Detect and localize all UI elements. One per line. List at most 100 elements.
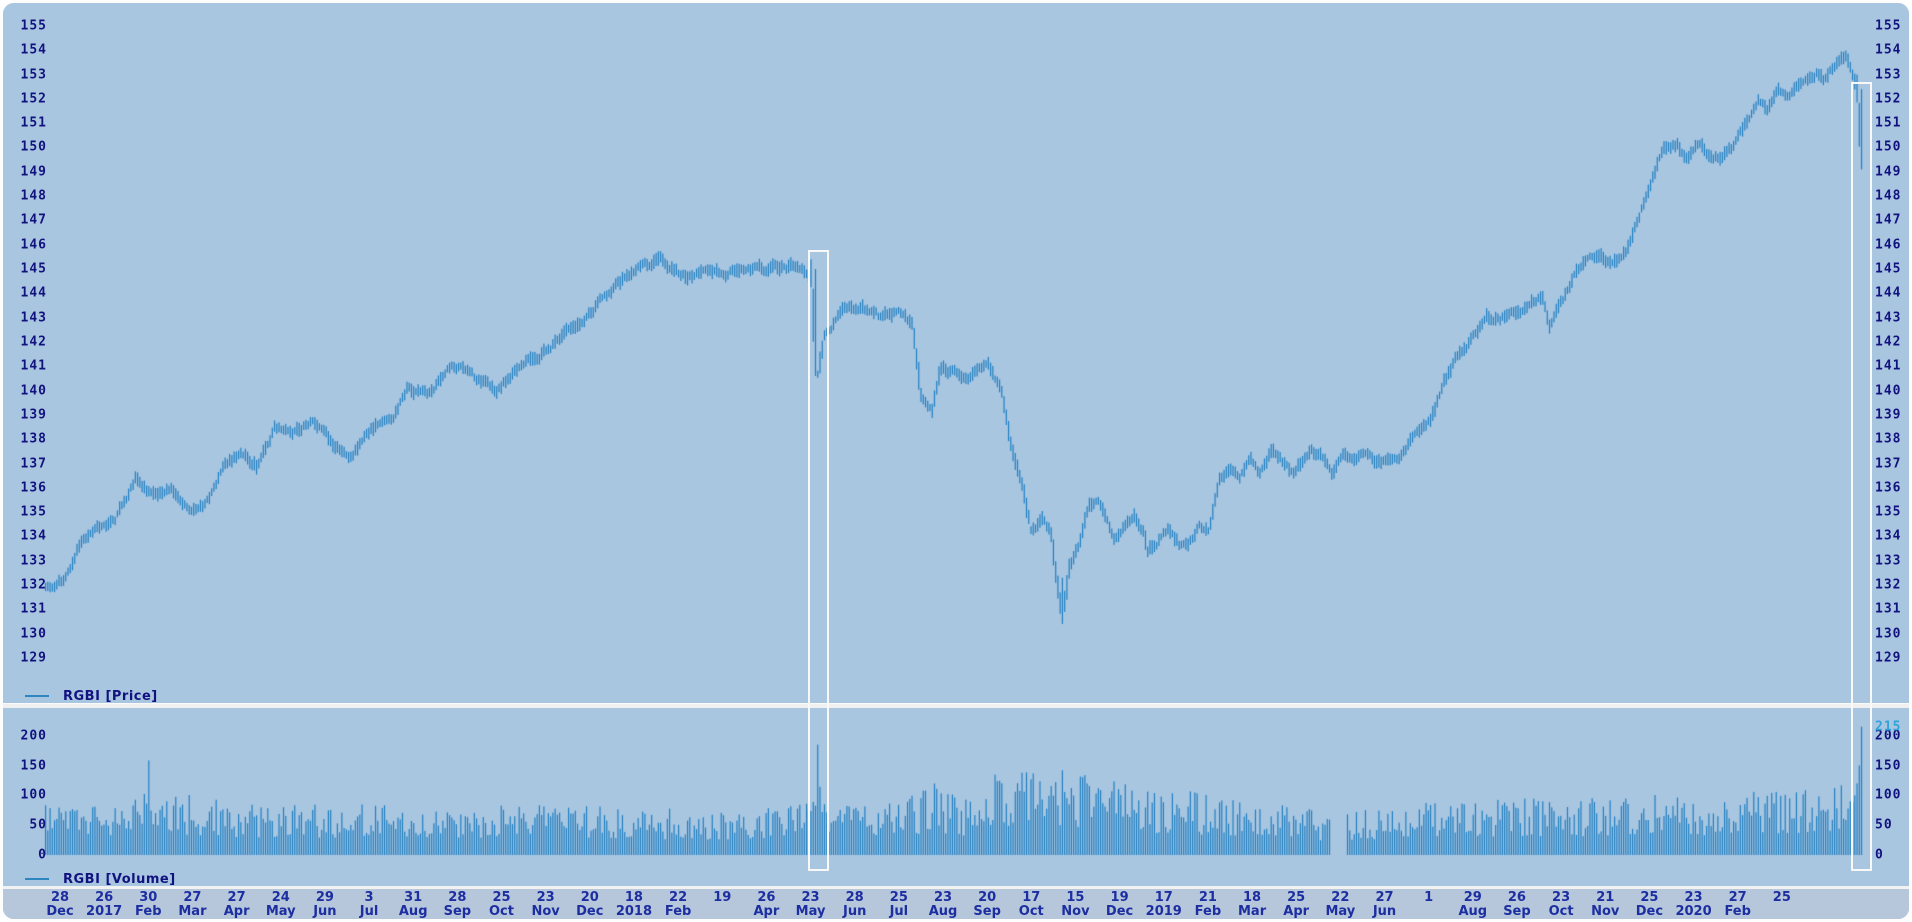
vol--righttick-label: 200 bbox=[1875, 728, 1902, 744]
x-axis-month-label: 2019 bbox=[1145, 904, 1182, 919]
price--righttick-label: 142 bbox=[1875, 334, 1902, 350]
x-axis-day-label: 31 bbox=[404, 890, 423, 905]
x-axis-month-label: May bbox=[265, 904, 296, 919]
price--lefttick-label: 152 bbox=[20, 91, 47, 107]
price--righttick-label: 153 bbox=[1875, 67, 1902, 82]
x-axis-day-label: 21 bbox=[1596, 890, 1615, 905]
x-axis-month-label: Jul bbox=[359, 904, 379, 919]
vol--righttick-label: 150 bbox=[1875, 758, 1902, 773]
price--lefttick-label: 153 bbox=[20, 67, 47, 82]
price--righttick-label: 140 bbox=[1875, 383, 1902, 399]
price--righttick-label: 149 bbox=[1875, 164, 1902, 180]
vol--lefttick-label: 150 bbox=[20, 758, 47, 773]
price--lefttick-label: 149 bbox=[20, 164, 47, 180]
x-axis-month-label: Feb bbox=[1724, 904, 1751, 919]
x-axis-day-label: 17 bbox=[1022, 890, 1041, 905]
price--righttick-label: 143 bbox=[1875, 310, 1902, 326]
x-axis-day-label: 25 bbox=[492, 890, 511, 905]
x-axis-month-label: May bbox=[1325, 904, 1356, 919]
price--righttick-label: 130 bbox=[1875, 626, 1902, 642]
price--lefttick-label: 147 bbox=[20, 212, 47, 228]
price--righttick-label: 131 bbox=[1875, 601, 1902, 617]
x-axis-month-label: Aug bbox=[1458, 904, 1488, 919]
x-axis-month-label: Feb bbox=[664, 904, 692, 919]
price--lefttick-label: 146 bbox=[20, 237, 47, 253]
price--righttick-label: 145 bbox=[1875, 261, 1902, 277]
x-axis-month-label: Jul bbox=[889, 904, 909, 919]
price--righttick-label: 136 bbox=[1875, 480, 1902, 496]
price--lefttick-label: 145 bbox=[20, 261, 47, 277]
price--righttick-label: 152 bbox=[1875, 91, 1902, 107]
x-axis-month-label: Apr bbox=[753, 904, 780, 919]
vol--lefttick-label: 100 bbox=[20, 787, 47, 803]
x-axis-day-label: 15 bbox=[1066, 890, 1085, 905]
x-axis-day-label: 29 bbox=[1463, 890, 1482, 905]
price--lefttick-label: 134 bbox=[20, 528, 47, 544]
x-axis-day-label: 25 bbox=[889, 890, 908, 905]
x-axis-month-label: Aug bbox=[398, 904, 428, 919]
price--lefttick-label: 132 bbox=[20, 577, 47, 593]
x-axis-day-label: 26 bbox=[757, 890, 776, 905]
volume-axis-right: 200 150 100 50 0 215 bbox=[1875, 3, 1909, 919]
x-axis-month-label: 2017 bbox=[86, 904, 123, 919]
price--lefttick-label: 143 bbox=[20, 310, 47, 326]
price--righttick-label: 138 bbox=[1875, 431, 1902, 447]
price--lefttick-label: 155 bbox=[20, 18, 47, 34]
x-axis-day-label: 22 bbox=[1331, 890, 1350, 905]
x-axis-month-label: Mar bbox=[178, 904, 207, 919]
x-axis-month-label: Sep bbox=[973, 904, 1001, 919]
x-axis-day-label: 23 bbox=[536, 890, 555, 905]
volume-legend-label: RGBI [Volume] bbox=[63, 871, 176, 887]
vol--righttick-label: 50 bbox=[1875, 817, 1893, 833]
selection-highlight-apr2018 bbox=[808, 250, 829, 871]
price--lefttick-label: 136 bbox=[20, 480, 47, 496]
x-axis-month-label: Jun bbox=[313, 904, 337, 919]
price--lefttick-label: 133 bbox=[20, 553, 47, 569]
price--righttick-label: 144 bbox=[1875, 285, 1902, 301]
x-axis-month-label: Sep bbox=[443, 904, 472, 919]
selection-highlight-latest bbox=[1851, 82, 1872, 871]
price--lefttick-label: 154 bbox=[20, 42, 47, 58]
volume-series-swatch-icon bbox=[25, 878, 49, 880]
x-axis-day-label: 20 bbox=[580, 890, 599, 905]
axis-divider bbox=[3, 886, 1909, 889]
price--righttick-label: 141 bbox=[1875, 358, 1902, 374]
price-axis-right: 155 154 153 152 151 150 149 148 147 146 145 144 143 1… bbox=[1875, 3, 1909, 919]
x-axis-month-label: Aug bbox=[928, 904, 958, 919]
x-axis-band: 28 Dec 26 2017 30 Feb 27 Mar 27 Apr 24 May 29 Jun 3 Jul… bbox=[3, 889, 1909, 919]
price-axis-left: 155 154 153 152 151 150 149 148 147 146 145 144 143 1… bbox=[3, 3, 47, 919]
x-axis-month-label: Oct bbox=[1018, 904, 1044, 919]
x-axis-day-label: 28 bbox=[845, 890, 864, 905]
x-axis-day-label: 25 bbox=[1640, 890, 1659, 905]
price--lefttick-label: 137 bbox=[20, 456, 47, 471]
x-axis-day-label: 18 bbox=[1243, 890, 1262, 905]
price--lefttick-label: 138 bbox=[20, 431, 47, 447]
x-axis-day-label: 19 bbox=[1110, 890, 1129, 905]
x-axis-month-label: Oct bbox=[1548, 904, 1574, 919]
x-axis-day-label: 22 bbox=[669, 890, 688, 905]
x-axis-month-label: Dec bbox=[576, 904, 604, 919]
x-axis-day-label: 1 bbox=[1424, 890, 1434, 905]
x-axis-month-label: Dec bbox=[46, 904, 74, 919]
x-axis-month-label: Apr bbox=[223, 904, 250, 919]
x-axis-day-label: 23 bbox=[1552, 890, 1571, 905]
x-axis-day-label: 29 bbox=[315, 890, 334, 905]
x-axis-day-label: 28 bbox=[448, 890, 467, 905]
x-axis-month-label: Dec bbox=[1105, 904, 1134, 919]
price--righttick-label: 147 bbox=[1875, 212, 1902, 228]
price--righttick-label: 148 bbox=[1875, 188, 1902, 204]
x-axis-month-label: Apr bbox=[1283, 904, 1310, 919]
x-axis-month-label: Mar bbox=[1237, 904, 1267, 919]
price-legend: RGBI [Price] bbox=[25, 688, 158, 704]
x-axis-day-label: 18 bbox=[624, 890, 643, 905]
price--righttick-label: 139 bbox=[1875, 407, 1902, 423]
price--lefttick-label: 131 bbox=[20, 601, 47, 617]
price-volume-chart-canvas[interactable] bbox=[3, 3, 1909, 919]
price--righttick-label: 151 bbox=[1875, 115, 1902, 131]
x-axis-month-label: Oct bbox=[489, 904, 514, 919]
pane-splitter[interactable] bbox=[3, 703, 1909, 708]
price--lefttick-label: 148 bbox=[20, 188, 47, 204]
volume-legend: RGBI [Volume] bbox=[25, 871, 176, 887]
x-axis-day-label: 23 bbox=[801, 890, 820, 905]
